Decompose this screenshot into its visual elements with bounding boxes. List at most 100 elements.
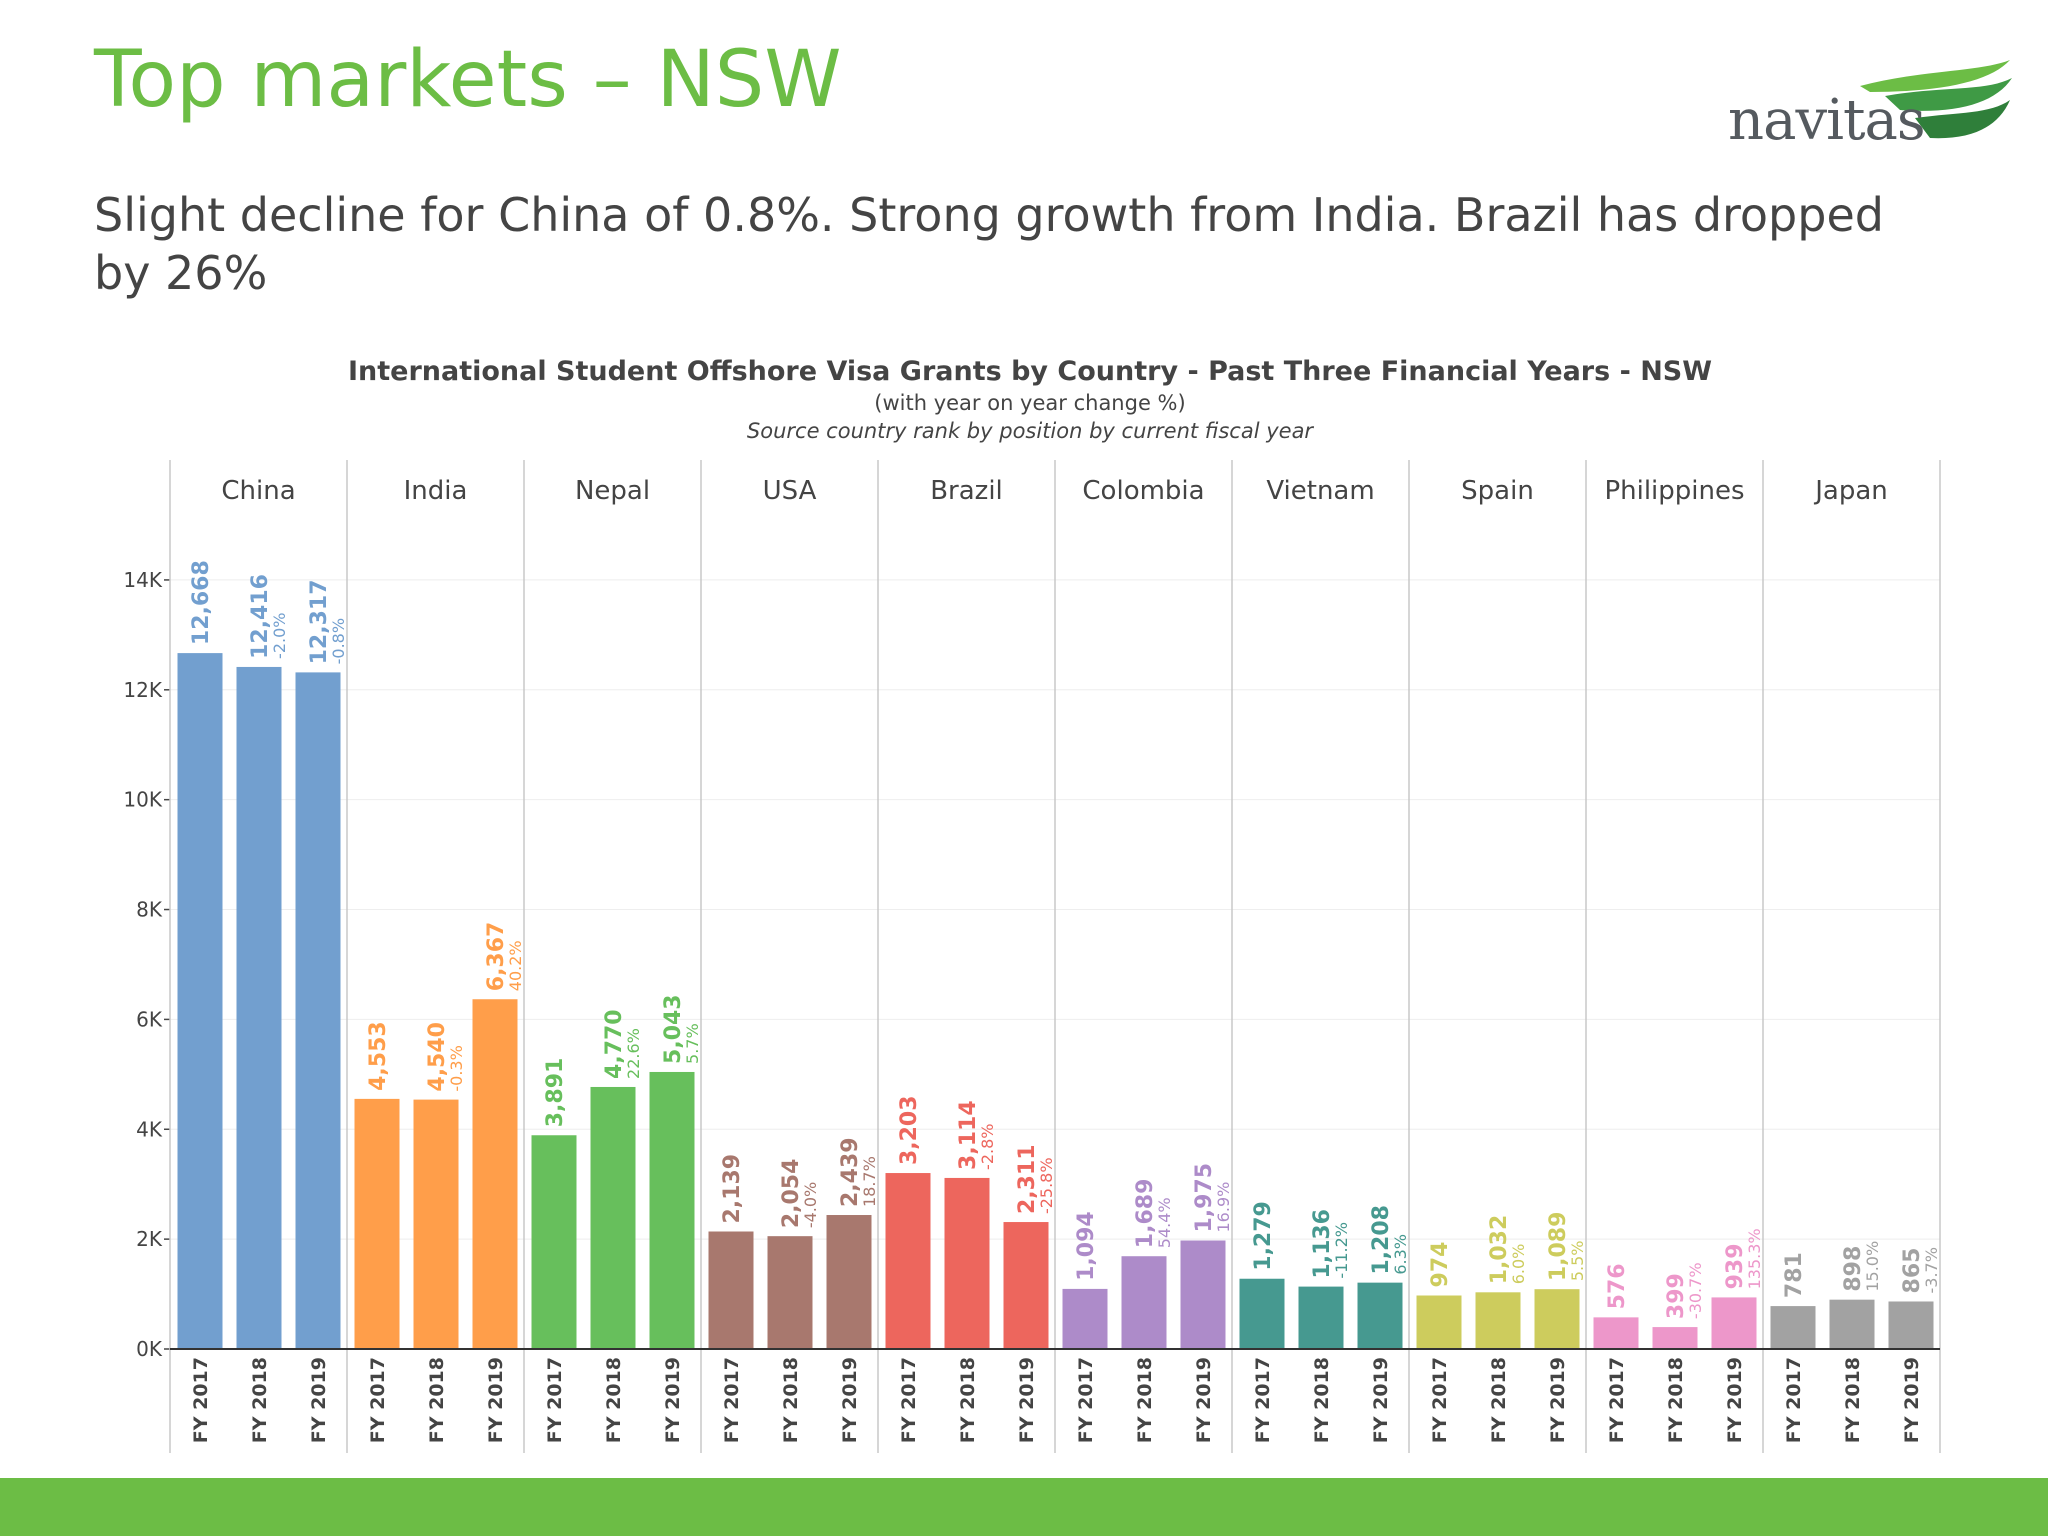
- value-label: 399: [1664, 1273, 1689, 1319]
- year-label: FY 2017: [1783, 1357, 1805, 1443]
- value-label: 6,367: [484, 922, 509, 992]
- change-label: -2.8%: [978, 1124, 997, 1170]
- year-label: FY 2018: [1842, 1357, 1864, 1443]
- year-label: FY 2017: [898, 1357, 920, 1443]
- change-label: 5.5%: [1568, 1241, 1587, 1282]
- year-label: FY 2019: [1370, 1357, 1392, 1443]
- bar: [944, 1177, 990, 1349]
- bar: [236, 666, 282, 1349]
- bar: [590, 1086, 636, 1349]
- bar: [472, 999, 518, 1349]
- change-label: -0.3%: [447, 1045, 466, 1091]
- year-label: FY 2017: [721, 1357, 743, 1443]
- value-label: 576: [1605, 1263, 1630, 1309]
- change-label: 22.6%: [624, 1028, 643, 1079]
- change-label: -3.7%: [1922, 1247, 1941, 1293]
- year-label: FY 2019: [1547, 1357, 1569, 1443]
- year-label: FY 2017: [367, 1357, 389, 1443]
- bar: [1357, 1282, 1403, 1349]
- change-label: -0.8%: [329, 618, 348, 664]
- year-label: FY 2017: [190, 1357, 212, 1443]
- bar: [354, 1098, 400, 1349]
- value-label: 3,203: [897, 1095, 922, 1165]
- bar: [1534, 1289, 1580, 1349]
- bar: [1180, 1240, 1226, 1349]
- y-tick-label: 12K: [123, 678, 162, 702]
- year-label: FY 2019: [485, 1357, 507, 1443]
- value-label: 2,139: [720, 1154, 745, 1224]
- y-tick-label: 4K: [136, 1117, 163, 1141]
- change-label: 6.3%: [1391, 1234, 1410, 1275]
- country-header: Philippines: [1604, 476, 1744, 506]
- year-label: FY 2018: [603, 1357, 625, 1443]
- country-header: China: [221, 476, 295, 506]
- value-label: 4,540: [425, 1022, 450, 1092]
- bar: [1003, 1222, 1049, 1349]
- value-label: 2,311: [1015, 1144, 1040, 1214]
- change-label: 40.2%: [506, 940, 525, 991]
- country-header: Nepal: [575, 476, 650, 506]
- change-label: 16.9%: [1214, 1182, 1233, 1233]
- year-label: FY 2018: [1134, 1357, 1156, 1443]
- change-label: 18.7%: [860, 1156, 879, 1207]
- change-label: -30.7%: [1686, 1262, 1705, 1319]
- year-label: FY 2019: [839, 1357, 861, 1443]
- bar: [1239, 1278, 1285, 1349]
- country-header: Colombia: [1082, 476, 1204, 506]
- bar: [826, 1215, 872, 1349]
- value-label: 781: [1782, 1252, 1807, 1298]
- bar: [767, 1236, 813, 1349]
- logo-text: navitas: [1728, 88, 1926, 153]
- bar: [1888, 1301, 1934, 1349]
- change-label: 5.7%: [683, 1023, 702, 1064]
- bar: [531, 1135, 577, 1349]
- value-label: 5,043: [661, 994, 686, 1064]
- change-label: -11.2%: [1332, 1222, 1351, 1279]
- year-label: FY 2018: [957, 1357, 979, 1443]
- bar: [1298, 1286, 1344, 1349]
- y-tick-label: 14K: [123, 568, 162, 592]
- year-label: FY 2018: [1488, 1357, 1510, 1443]
- value-label: 2,054: [779, 1159, 804, 1229]
- value-label: 1,279: [1251, 1201, 1276, 1271]
- chart-note: Source country rank by position by curre…: [747, 419, 1315, 443]
- country-header: Vietnam: [1266, 476, 1374, 506]
- value-label: 12,668: [189, 560, 214, 645]
- chart-container: International Student Offshore Visa Gran…: [0, 340, 2048, 1480]
- y-tick-label: 0K: [136, 1337, 163, 1361]
- value-label: 1,094: [1074, 1211, 1099, 1281]
- year-label: FY 2019: [1193, 1357, 1215, 1443]
- change-label: 6.0%: [1509, 1244, 1528, 1285]
- value-label: 12,416: [248, 574, 273, 659]
- bar: [649, 1071, 695, 1349]
- slide-subtitle: Slight decline for China of 0.8%. Strong…: [94, 188, 1884, 300]
- year-label: FY 2019: [308, 1357, 330, 1443]
- y-tick-label: 6K: [136, 1007, 163, 1031]
- value-label: 4,770: [602, 1009, 627, 1079]
- y-tick-label: 2K: [136, 1227, 163, 1251]
- value-label: 865: [1900, 1248, 1925, 1294]
- year-label: FY 2019: [662, 1357, 684, 1443]
- change-label: -2.0%: [270, 613, 289, 659]
- country-header: Japan: [1813, 476, 1888, 506]
- bar: [177, 653, 223, 1349]
- change-label: 54.4%: [1155, 1197, 1174, 1248]
- year-label: FY 2018: [780, 1357, 802, 1443]
- bar: [885, 1173, 931, 1349]
- bar: [1652, 1327, 1698, 1349]
- bar: [1475, 1292, 1521, 1349]
- value-label: 974: [1428, 1242, 1453, 1288]
- bar: [413, 1099, 459, 1349]
- bar: [295, 672, 341, 1349]
- y-tick-label: 8K: [136, 898, 163, 922]
- value-label: 939: [1723, 1243, 1748, 1289]
- year-label: FY 2019: [1901, 1357, 1923, 1443]
- year-label: FY 2017: [544, 1357, 566, 1443]
- bar: [1829, 1299, 1875, 1349]
- country-header: USA: [763, 476, 817, 506]
- value-label: 1,208: [1369, 1205, 1394, 1275]
- bar: [1711, 1297, 1757, 1349]
- year-label: FY 2018: [426, 1357, 448, 1443]
- bar: [708, 1231, 754, 1349]
- value-label: 1,689: [1133, 1179, 1158, 1249]
